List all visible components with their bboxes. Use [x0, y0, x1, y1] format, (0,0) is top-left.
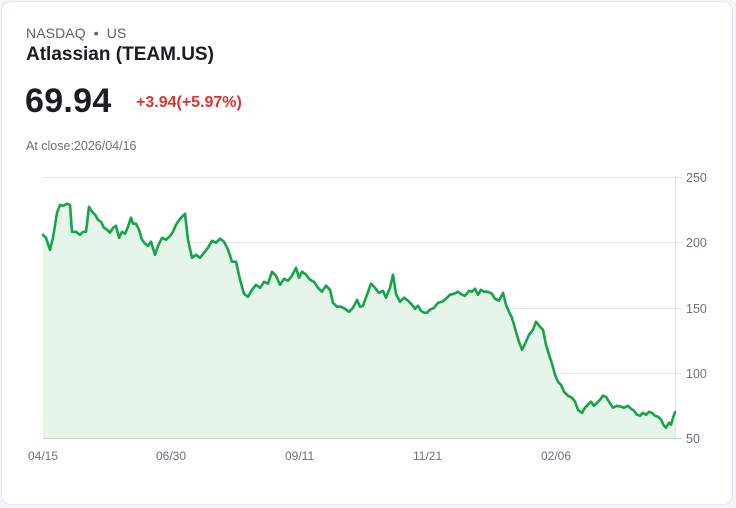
current-price: 69.94	[25, 82, 112, 120]
x-tick-label: 11/21	[413, 449, 442, 463]
region: US	[106, 25, 127, 41]
y-axis-labels: 250 200 150 100 50	[686, 171, 707, 446]
y-tick-label: 200	[686, 236, 707, 250]
price-area-fill	[43, 203, 675, 438]
separator-dot: •	[93, 25, 99, 41]
x-tick-label: 02/06	[541, 449, 571, 463]
x-tick-label: 09/11	[285, 449, 314, 463]
close-timestamp: At close:2026/04/16	[26, 139, 137, 153]
x-axis-labels: 04/15 06/30 09/11 11/21 02/06	[28, 449, 571, 463]
price-change: +3.94(+5.97%)	[136, 94, 242, 111]
price-line	[41, 202, 677, 429]
x-tick-label: 06/30	[156, 449, 186, 463]
y-tick-label: 50	[686, 432, 700, 446]
exchange-name: NASDAQ	[26, 25, 86, 41]
stock-title: Atlassian (TEAM.US)	[26, 44, 214, 65]
exchange-line: NASDAQ • US	[26, 25, 126, 41]
y-tick-label: 100	[686, 367, 707, 381]
y-tick-label: 250	[686, 171, 707, 185]
x-tick-label: 04/15	[28, 449, 58, 463]
y-tick-label: 150	[686, 302, 707, 316]
